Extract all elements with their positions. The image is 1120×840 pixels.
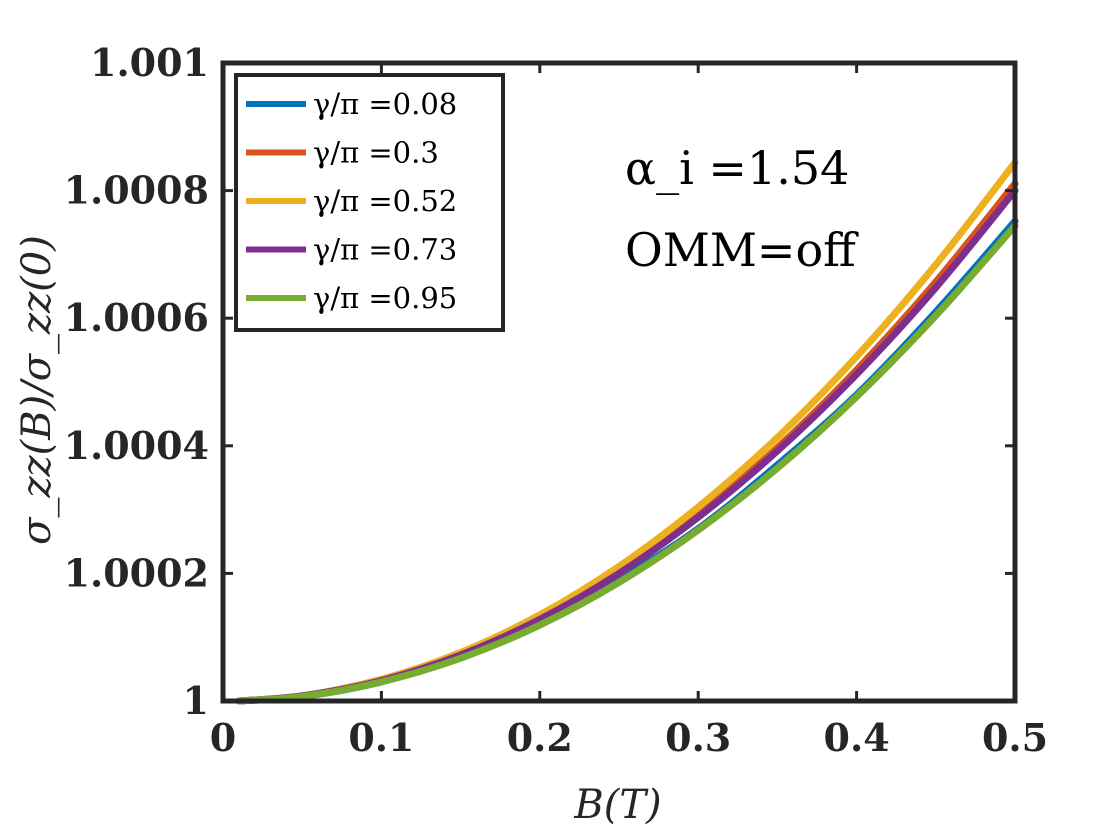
y-tick-label: 1.0006 <box>64 295 209 340</box>
y-tick-label: 1.0002 <box>64 550 209 595</box>
series-layer <box>235 159 1019 705</box>
x-tick-labels: 0 0.1 0.2 0.3 0.4 0.5 <box>210 715 1048 760</box>
legend-label-3: γ/π =0.52 <box>313 184 457 218</box>
legend-label-1: γ/π =0.08 <box>313 87 457 121</box>
legend-label-4: γ/π =0.73 <box>313 233 457 267</box>
plot-frame <box>220 60 1018 704</box>
x-tick-label: 0.3 <box>665 715 731 760</box>
y-tick-labels: 1 1.0002 1.0004 1.0006 1.0008 1.001 <box>64 40 209 723</box>
legend-label-2: γ/π =0.3 <box>313 136 439 170</box>
y-axis-label: σ_zz(B)/σ_zz(0) <box>14 235 60 545</box>
y-tick-label: 1.001 <box>90 40 209 85</box>
x-tick-label: 0.4 <box>824 715 890 760</box>
x-tick-label: 0.2 <box>507 715 573 760</box>
x-tick-label: 0 <box>210 715 236 760</box>
legend-label-5: γ/π =0.95 <box>313 281 457 315</box>
annotation-omm: OMM=off <box>625 223 859 277</box>
x-axis-label: B(T) <box>573 782 661 828</box>
y-tick-label: 1.0008 <box>64 168 209 213</box>
series-line-5 <box>235 222 1019 705</box>
x-tick-label: 0.5 <box>982 715 1048 760</box>
y-tick-label: 1 <box>183 678 209 723</box>
y-tick-label: 1.0004 <box>64 423 209 468</box>
legend: γ/π =0.08 γ/π =0.3 γ/π =0.52 γ/π =0.73 γ/π =… <box>234 73 505 332</box>
legend-items: γ/π =0.08 γ/π =0.3 γ/π =0.52 γ/π =0.73 γ/π =… <box>246 87 457 315</box>
x-tick-label: 0.1 <box>348 715 414 760</box>
annotation-alpha: α_i =1.54 <box>625 141 849 195</box>
